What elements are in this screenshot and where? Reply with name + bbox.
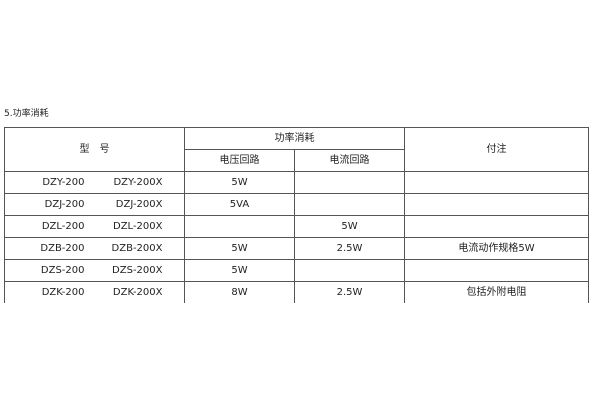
table-row: DZB-200 DZB-200X 5W 2.5W 电流动作规格5W <box>4 237 589 260</box>
voltage-cell: 5W <box>184 259 295 282</box>
model-b: DZY-200X <box>113 177 163 188</box>
model-b: DZS-200X <box>112 265 163 276</box>
subheader-row: 电压回路 电流回路 <box>5 149 589 172</box>
model-a: DZL-200 <box>41 221 85 232</box>
model-cell: DZS-200 DZS-200X <box>4 259 185 282</box>
model-a: DZY-200 <box>42 177 85 188</box>
section-title: 5.功率消耗 <box>4 109 49 119</box>
header-row: 型 号 功率消耗 付注 <box>4 127 589 172</box>
header-notes: 付注 <box>404 127 589 172</box>
model-b: DZJ-200X <box>115 199 163 210</box>
model-cell: DZB-200 DZB-200X <box>4 237 185 260</box>
model-b: DZL-200X <box>113 221 163 232</box>
voltage-cell: 5VA <box>184 193 295 216</box>
model-a: DZB-200 <box>40 243 85 254</box>
voltage-cell <box>184 215 295 238</box>
model-cell: DZJ-200 DZJ-200X <box>4 193 185 216</box>
current-cell: 2.5W <box>294 237 405 260</box>
current-cell <box>294 193 405 216</box>
model-b: DZK-200X <box>112 287 163 298</box>
current-cell: 2.5W <box>294 281 405 303</box>
current-cell: 5W <box>294 215 405 238</box>
model-a: DZS-200 <box>40 265 85 276</box>
current-cell <box>294 259 405 282</box>
header-current-circuit: 电流回路 <box>294 149 405 172</box>
model-b: DZB-200X <box>111 243 163 254</box>
note-cell <box>404 193 589 216</box>
model-a: DZJ-200 <box>44 199 85 210</box>
voltage-cell: 5W <box>184 237 295 260</box>
header-power: 功率消耗 <box>184 127 405 150</box>
table-row: DZJ-200 DZJ-200X 5VA <box>4 193 589 216</box>
model-cell: DZL-200 DZL-200X <box>4 215 185 238</box>
model-a: DZK-200 <box>41 287 85 298</box>
header-model: 型 号 <box>4 127 185 172</box>
header-voltage-circuit: 电压回路 <box>184 149 295 172</box>
model-cell: DZY-200 DZY-200X <box>4 171 185 194</box>
table-row: DZK-200 DZK-200X 8W 2.5W 包括外附电阻 <box>4 281 589 303</box>
table-row: DZY-200 DZY-200X 5W <box>4 171 589 194</box>
voltage-cell: 5W <box>184 171 295 194</box>
table-row: DZL-200 DZL-200X 5W <box>4 215 589 238</box>
table-row: DZS-200 DZS-200X 5W <box>4 259 589 282</box>
note-cell <box>404 215 589 238</box>
note-cell <box>404 259 589 282</box>
power-consumption-table: 型 号 功率消耗 付注 电压回路 电流回路 DZY-200 DZY-200X 5W D… <box>4 127 589 303</box>
note-cell: 电流动作规格5W <box>404 237 589 260</box>
note-cell <box>404 171 589 194</box>
voltage-cell: 8W <box>184 281 295 303</box>
note-cell: 包括外附电阻 <box>404 281 589 303</box>
model-cell: DZK-200 DZK-200X <box>4 281 185 303</box>
current-cell <box>294 171 405 194</box>
